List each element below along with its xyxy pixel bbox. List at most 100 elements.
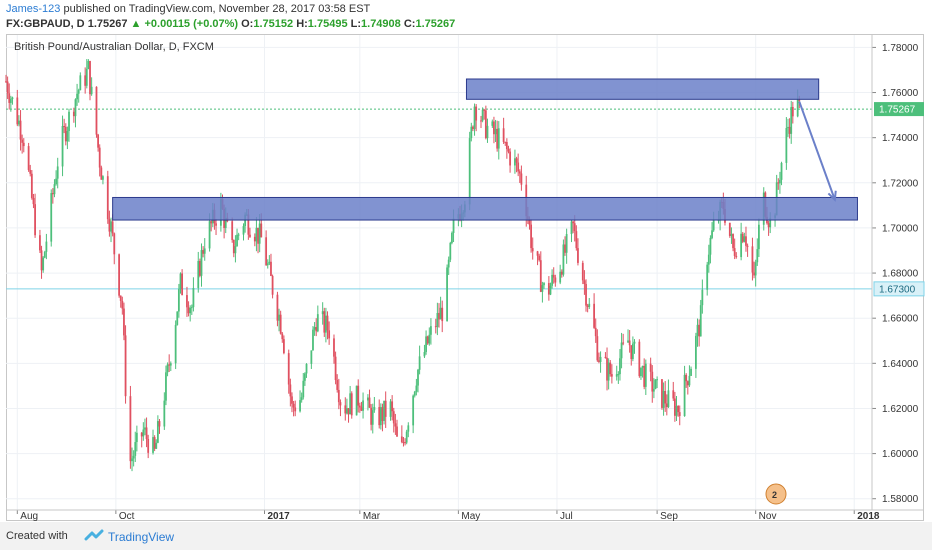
y-tick-label: 1.68000 bbox=[882, 269, 919, 280]
candle-body bbox=[21, 139, 24, 143]
candle-body bbox=[640, 367, 642, 377]
candle-body bbox=[349, 393, 352, 415]
candle-body bbox=[538, 255, 541, 261]
last-price: 1.75267 bbox=[87, 18, 128, 30]
candle-body bbox=[577, 248, 579, 263]
zones[interactable] bbox=[112, 78, 858, 221]
candle-body bbox=[282, 339, 285, 354]
candle-body bbox=[177, 289, 180, 312]
candle-body bbox=[253, 236, 256, 242]
candle-body bbox=[751, 246, 754, 273]
candle-body bbox=[594, 327, 597, 337]
candle-body bbox=[564, 244, 566, 253]
candle-body bbox=[367, 397, 369, 401]
chart-frame[interactable] bbox=[6, 34, 924, 521]
candle-body bbox=[30, 173, 33, 198]
resistance-zone[interactable] bbox=[465, 78, 820, 100]
published-text: published on TradingView.com, November 2… bbox=[63, 3, 371, 15]
calendar-event-icon[interactable] bbox=[765, 483, 787, 505]
candle-body bbox=[77, 90, 80, 94]
candle-body bbox=[276, 294, 279, 321]
candle-body bbox=[560, 271, 563, 275]
candle-body bbox=[61, 126, 64, 167]
candle-body bbox=[357, 385, 360, 406]
candle-body bbox=[711, 230, 713, 238]
candle-body bbox=[707, 254, 710, 265]
candle-body bbox=[294, 407, 297, 412]
candle-body bbox=[497, 128, 500, 149]
candle-body bbox=[575, 231, 578, 249]
candle-body bbox=[741, 233, 744, 242]
candle-body bbox=[528, 219, 531, 225]
candle-body bbox=[436, 312, 439, 327]
event-icon[interactable]: 2 bbox=[765, 483, 787, 505]
candle-body bbox=[434, 326, 437, 328]
candle-body bbox=[633, 341, 636, 344]
y-tick-label: 1.78000 bbox=[882, 43, 919, 54]
candle-body bbox=[325, 315, 327, 333]
candle-body bbox=[313, 327, 316, 330]
candle-body bbox=[383, 400, 385, 421]
candle-body bbox=[9, 99, 12, 103]
projection-arrow[interactable] bbox=[798, 101, 837, 202]
candle-body bbox=[368, 397, 371, 408]
candle-body bbox=[541, 285, 544, 292]
candle-body bbox=[247, 214, 250, 235]
candle-body bbox=[74, 99, 77, 117]
candle-body bbox=[34, 204, 36, 236]
low-value: 1.74908 bbox=[361, 18, 401, 30]
high-label: H: bbox=[296, 18, 308, 30]
candle-body bbox=[132, 455, 135, 459]
candle-body bbox=[562, 244, 565, 275]
candle-body bbox=[22, 142, 25, 147]
candle-body bbox=[181, 273, 184, 296]
support-zone[interactable] bbox=[112, 196, 858, 221]
candle-body bbox=[767, 223, 770, 228]
candle-body bbox=[617, 374, 620, 376]
candle-body bbox=[428, 334, 431, 344]
candle-body bbox=[701, 289, 704, 306]
level-price-tag: 1.67300 bbox=[873, 281, 925, 297]
arrow-line[interactable] bbox=[798, 101, 836, 201]
candle-body bbox=[530, 224, 532, 249]
tradingview-brand[interactable]: TradingView bbox=[108, 530, 175, 544]
candle-body bbox=[677, 406, 680, 413]
candle-body bbox=[224, 217, 227, 228]
candle-body bbox=[111, 221, 114, 234]
candle-body bbox=[586, 305, 589, 307]
candle-body bbox=[316, 314, 319, 332]
high-value: 1.75495 bbox=[307, 18, 348, 30]
y-tick-label: 1.58000 bbox=[882, 494, 919, 505]
publish-info: James-123 published on TradingView.com, … bbox=[6, 3, 370, 15]
candle-body bbox=[174, 324, 177, 364]
candle-body bbox=[728, 222, 731, 236]
y-tick-label: 1.72000 bbox=[882, 178, 919, 189]
candle-body bbox=[215, 223, 217, 226]
candle-body bbox=[740, 233, 743, 258]
candle-body bbox=[16, 97, 19, 125]
candle-body bbox=[278, 314, 280, 321]
candle-body bbox=[145, 427, 148, 439]
candle-body bbox=[733, 248, 736, 256]
price-chart[interactable]: 1.78000 1.76000 1.74000 1.72000 1.70000 1.680… bbox=[0, 0, 932, 522]
candle-body bbox=[166, 364, 169, 373]
candle-body bbox=[438, 312, 440, 320]
candle-body bbox=[8, 93, 11, 103]
candle-body bbox=[333, 338, 335, 357]
x-tick-label: Sep bbox=[660, 511, 678, 522]
candle-body bbox=[53, 184, 56, 195]
candle-body bbox=[790, 106, 793, 134]
candle-body bbox=[350, 393, 353, 416]
candle-body bbox=[662, 390, 665, 408]
price-change: ▲ +0.00115 (+0.07%) bbox=[130, 18, 239, 30]
author-link[interactable]: James-123 bbox=[6, 3, 61, 15]
candle-body bbox=[415, 385, 418, 392]
candle-body bbox=[694, 335, 697, 369]
candle-body bbox=[165, 372, 167, 401]
candle-body bbox=[68, 111, 70, 132]
candle-body bbox=[360, 407, 363, 411]
y-tick-label: 1.60000 bbox=[882, 449, 919, 460]
created-with-text: Created with bbox=[6, 530, 68, 542]
candle-body bbox=[412, 395, 415, 426]
candle-body bbox=[404, 442, 406, 444]
